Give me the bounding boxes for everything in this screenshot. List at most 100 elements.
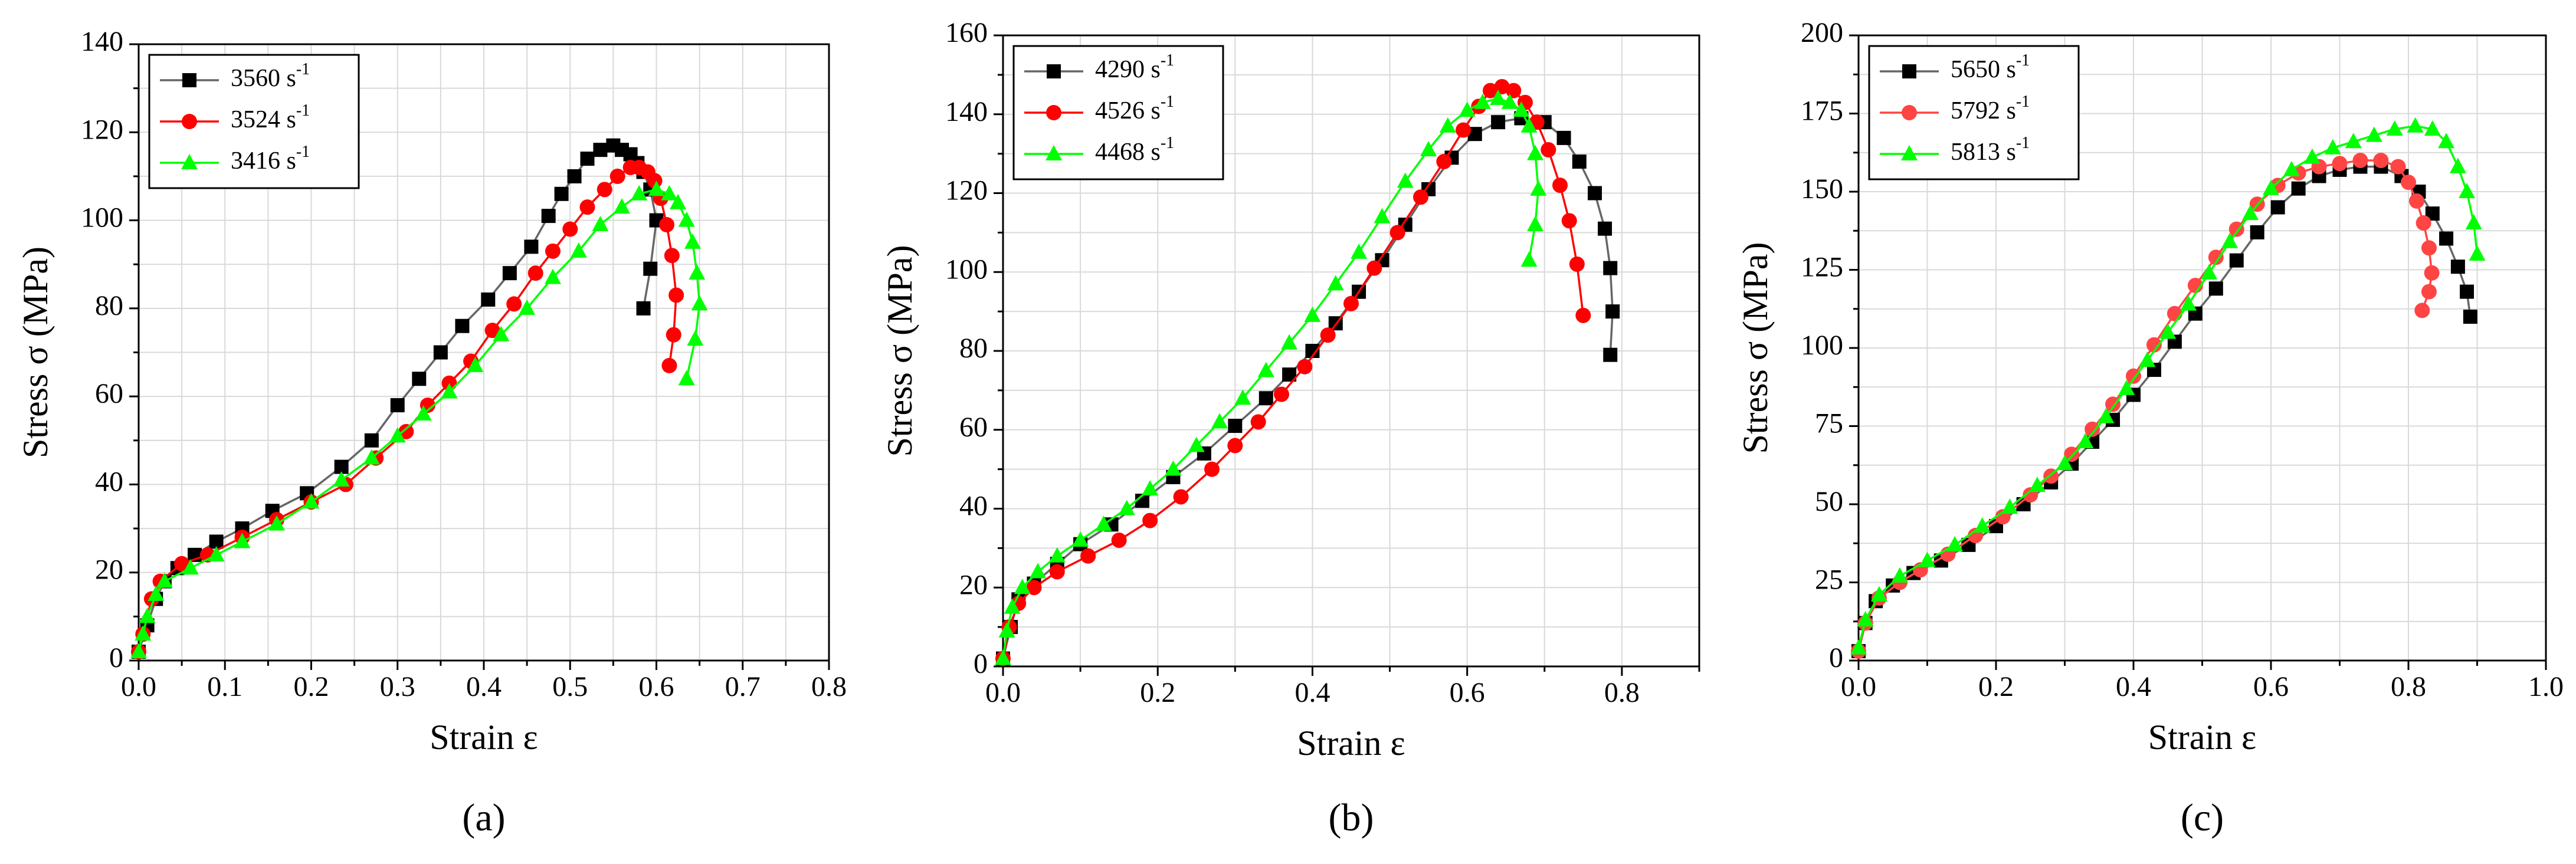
data-point — [1320, 327, 1336, 343]
legend: 3560 s-1 3524 s-1 3416 s-1 — [148, 54, 360, 189]
x-tick-label: 0.4 — [1294, 677, 1330, 708]
x-tick-label: 0.6 — [639, 671, 674, 702]
series-3 — [1850, 117, 2486, 655]
data-point — [2352, 153, 2368, 168]
data-point — [2242, 205, 2259, 221]
series-2 — [1851, 153, 2440, 659]
y-tick-label: 100 — [1801, 330, 1843, 361]
data-point — [609, 168, 625, 184]
data-point — [691, 295, 708, 311]
data-point — [2401, 175, 2416, 190]
data-point — [1527, 144, 1544, 160]
data-point — [1490, 90, 1507, 105]
legend-label: 4526 s-1 — [1095, 93, 1174, 124]
data-point — [1598, 221, 1613, 236]
data-point — [1439, 117, 1456, 133]
data-point — [1857, 611, 1874, 627]
data-point — [687, 330, 704, 346]
data-point — [1603, 347, 1618, 362]
y-tick-label: 200 — [1801, 17, 1843, 48]
data-point — [995, 649, 1011, 665]
data-point — [1258, 391, 1273, 406]
data-point — [661, 185, 678, 201]
data-point — [2208, 249, 2224, 265]
data-point — [545, 268, 561, 284]
x-tick-label: 0.8 — [2391, 671, 2426, 702]
data-point — [415, 405, 432, 420]
x-axis-label: Strain ε — [1297, 724, 1405, 763]
x-tick-label: 0.5 — [552, 671, 588, 702]
data-point — [2424, 265, 2440, 281]
y-axis-label: Stress σ (MPa) — [16, 247, 55, 458]
chart-panel-2: 0.0 0.2 0.4 0.6 0.8 0 20 40 60 80 100 120 140 160 Stra… — [880, 17, 1700, 839]
data-point — [389, 427, 406, 443]
data-point — [2167, 305, 2182, 321]
data-point — [636, 301, 651, 316]
data-point — [1118, 500, 1135, 515]
data-point — [2001, 498, 2018, 514]
data-point — [1072, 531, 1089, 547]
data-point — [527, 265, 543, 281]
x-tick-label: 0.3 — [380, 671, 415, 702]
data-point — [2386, 120, 2403, 136]
data-point — [524, 239, 539, 254]
y-tick-label: 75 — [1815, 408, 1843, 439]
data-point — [2424, 120, 2441, 136]
data-point — [1281, 334, 1298, 350]
data-point — [689, 264, 706, 280]
legend-label: 3524 s-1 — [231, 101, 310, 133]
y-tick-label: 100 — [81, 202, 123, 234]
data-point — [2085, 421, 2100, 437]
data-point — [139, 607, 156, 623]
data-point — [1850, 639, 1867, 655]
x-tick-label: 0.2 — [294, 671, 329, 702]
data-point — [2460, 284, 2475, 299]
data-point — [2064, 446, 2080, 462]
x-tick-label: 0.6 — [1450, 677, 1485, 708]
data-point — [1049, 564, 1065, 580]
data-point — [1026, 580, 1042, 596]
data-point — [234, 533, 251, 548]
data-point — [554, 186, 569, 201]
legend-marker — [182, 73, 196, 87]
data-point — [661, 357, 677, 373]
data-point — [545, 243, 561, 259]
x-tick-label: 0.0 — [1841, 671, 1876, 702]
y-tick-label: 0 — [109, 642, 123, 674]
data-point — [1561, 213, 1577, 229]
data-point — [2159, 323, 2177, 339]
data-point — [541, 209, 556, 224]
legend-marker — [181, 154, 198, 169]
data-point — [148, 586, 165, 602]
data-point — [1605, 304, 1620, 319]
data-point — [666, 327, 681, 343]
data-point — [268, 515, 285, 531]
data-point — [2221, 232, 2239, 248]
data-point — [481, 292, 496, 307]
data-point — [562, 221, 578, 237]
y-tick-label: 60 — [959, 412, 988, 443]
data-point — [597, 182, 612, 198]
data-point — [570, 242, 587, 258]
data-point — [2303, 148, 2321, 164]
legend-label: 4290 s-1 — [1095, 51, 1174, 83]
data-point — [2056, 455, 2073, 471]
data-point — [2291, 181, 2306, 196]
y-tick-label: 0 — [1829, 642, 1843, 674]
data-point — [1520, 117, 1538, 133]
data-point — [567, 169, 582, 183]
y-tick-label: 40 — [95, 466, 123, 497]
data-point — [1351, 243, 1368, 259]
data-point — [2139, 351, 2156, 367]
data-point — [643, 261, 658, 276]
y-tick-label: 80 — [959, 333, 988, 364]
data-point — [303, 493, 320, 509]
data-point — [1513, 101, 1530, 117]
legend-label: 3416 s-1 — [231, 143, 310, 174]
data-point — [631, 185, 648, 201]
data-point — [1327, 275, 1344, 291]
data-point — [130, 643, 147, 659]
data-point — [1530, 180, 1547, 196]
data-point — [1474, 93, 1491, 109]
